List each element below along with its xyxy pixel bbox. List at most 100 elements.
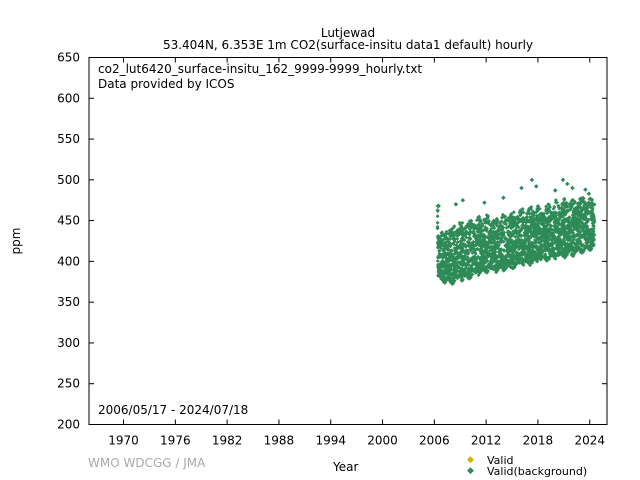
x-tick-label: 2000 [367, 434, 398, 448]
data-point-outlier [453, 202, 459, 207]
data-point [446, 244, 451, 249]
data-point [463, 232, 468, 237]
data-point [473, 255, 478, 260]
data-point [547, 251, 552, 256]
data-point [471, 222, 476, 227]
chart-title: Lutjewad [320, 26, 376, 40]
data-point [444, 231, 449, 236]
legend-label-valid-background: Valid(background) [487, 465, 588, 478]
x-tick-label: 1976 [160, 434, 191, 448]
data-point [560, 240, 565, 245]
data-point [464, 235, 469, 240]
data-point [455, 240, 460, 245]
data-point [437, 254, 442, 259]
data-point [561, 208, 566, 213]
data-point [441, 248, 446, 253]
data-point [475, 229, 480, 234]
y-tick-label: 250 [57, 377, 80, 391]
data-point [440, 233, 445, 238]
data-point [572, 214, 577, 219]
data-point [482, 241, 487, 246]
data-point [538, 229, 543, 234]
data-point [559, 206, 564, 211]
data-point [533, 245, 538, 250]
data-point [527, 251, 532, 256]
legend-label-valid: Valid [487, 454, 514, 467]
data-point [533, 237, 537, 242]
data-point [576, 245, 581, 250]
data-point [435, 220, 440, 225]
data-point [524, 224, 529, 229]
legend-marker-valid: ◆ [467, 455, 474, 465]
data-point [469, 265, 474, 270]
data-point [586, 233, 591, 238]
y-tick-label: 650 [57, 51, 80, 65]
data-point [457, 231, 462, 235]
data-point [525, 258, 530, 263]
data-point [445, 256, 450, 261]
data-point [577, 222, 582, 227]
data-point [489, 248, 494, 252]
data-point [466, 259, 471, 264]
data-point-outlier [552, 188, 558, 193]
data-point [501, 259, 506, 264]
data-point [445, 239, 450, 244]
data-point [591, 231, 596, 236]
data-point [443, 259, 448, 264]
data-point [440, 230, 445, 235]
data-point [505, 249, 510, 254]
x-axis-label: Year [333, 460, 359, 474]
data-point [524, 220, 529, 225]
data-point [483, 266, 488, 271]
data-point [540, 214, 545, 219]
data-point [451, 241, 456, 246]
data-point [569, 205, 573, 210]
x-tick-label: 1970 [108, 434, 139, 448]
data-point [575, 231, 580, 236]
x-tick-label: 1982 [212, 434, 243, 448]
data-point [457, 220, 462, 225]
data-point [562, 197, 567, 202]
data-point [508, 235, 513, 240]
data-point [455, 236, 460, 241]
date-range-note: 2006/05/17 - 2024/07/18 [98, 403, 249, 417]
x-tick-label: 2006 [419, 434, 450, 448]
data-point [435, 208, 440, 213]
data-point [460, 226, 465, 231]
data-point [443, 279, 448, 284]
data-point [489, 251, 494, 256]
data-point [537, 235, 542, 240]
data-point [509, 223, 514, 228]
data-point [506, 240, 510, 245]
data-point [590, 221, 595, 226]
data-point [516, 218, 521, 223]
data-point [582, 230, 587, 235]
data-point [567, 244, 572, 249]
legend-marker-valid-background: ◆ [467, 466, 474, 476]
data-point [566, 226, 571, 231]
data-point [558, 240, 562, 245]
series-valid-background [435, 177, 597, 287]
data-point-outlier [529, 177, 535, 183]
data-point [464, 248, 469, 253]
data-point [529, 224, 534, 229]
x-tick-label: 1994 [315, 434, 346, 448]
data-point [511, 255, 515, 260]
data-point [509, 225, 514, 230]
y-tick-label: 200 [57, 418, 80, 432]
data-point [566, 208, 571, 213]
data-point [586, 200, 591, 205]
data-point [547, 202, 552, 207]
data-point [495, 268, 500, 273]
data-point [549, 231, 554, 236]
data-point [509, 246, 514, 251]
data-point [528, 261, 532, 266]
data-point-outlier [583, 187, 588, 192]
data-point [466, 221, 471, 226]
data-point-outlier [570, 185, 575, 191]
data-point [530, 248, 535, 253]
data-point-outlier [519, 185, 524, 191]
data-point [563, 204, 568, 209]
data-point [499, 264, 504, 269]
data-point [535, 216, 540, 221]
